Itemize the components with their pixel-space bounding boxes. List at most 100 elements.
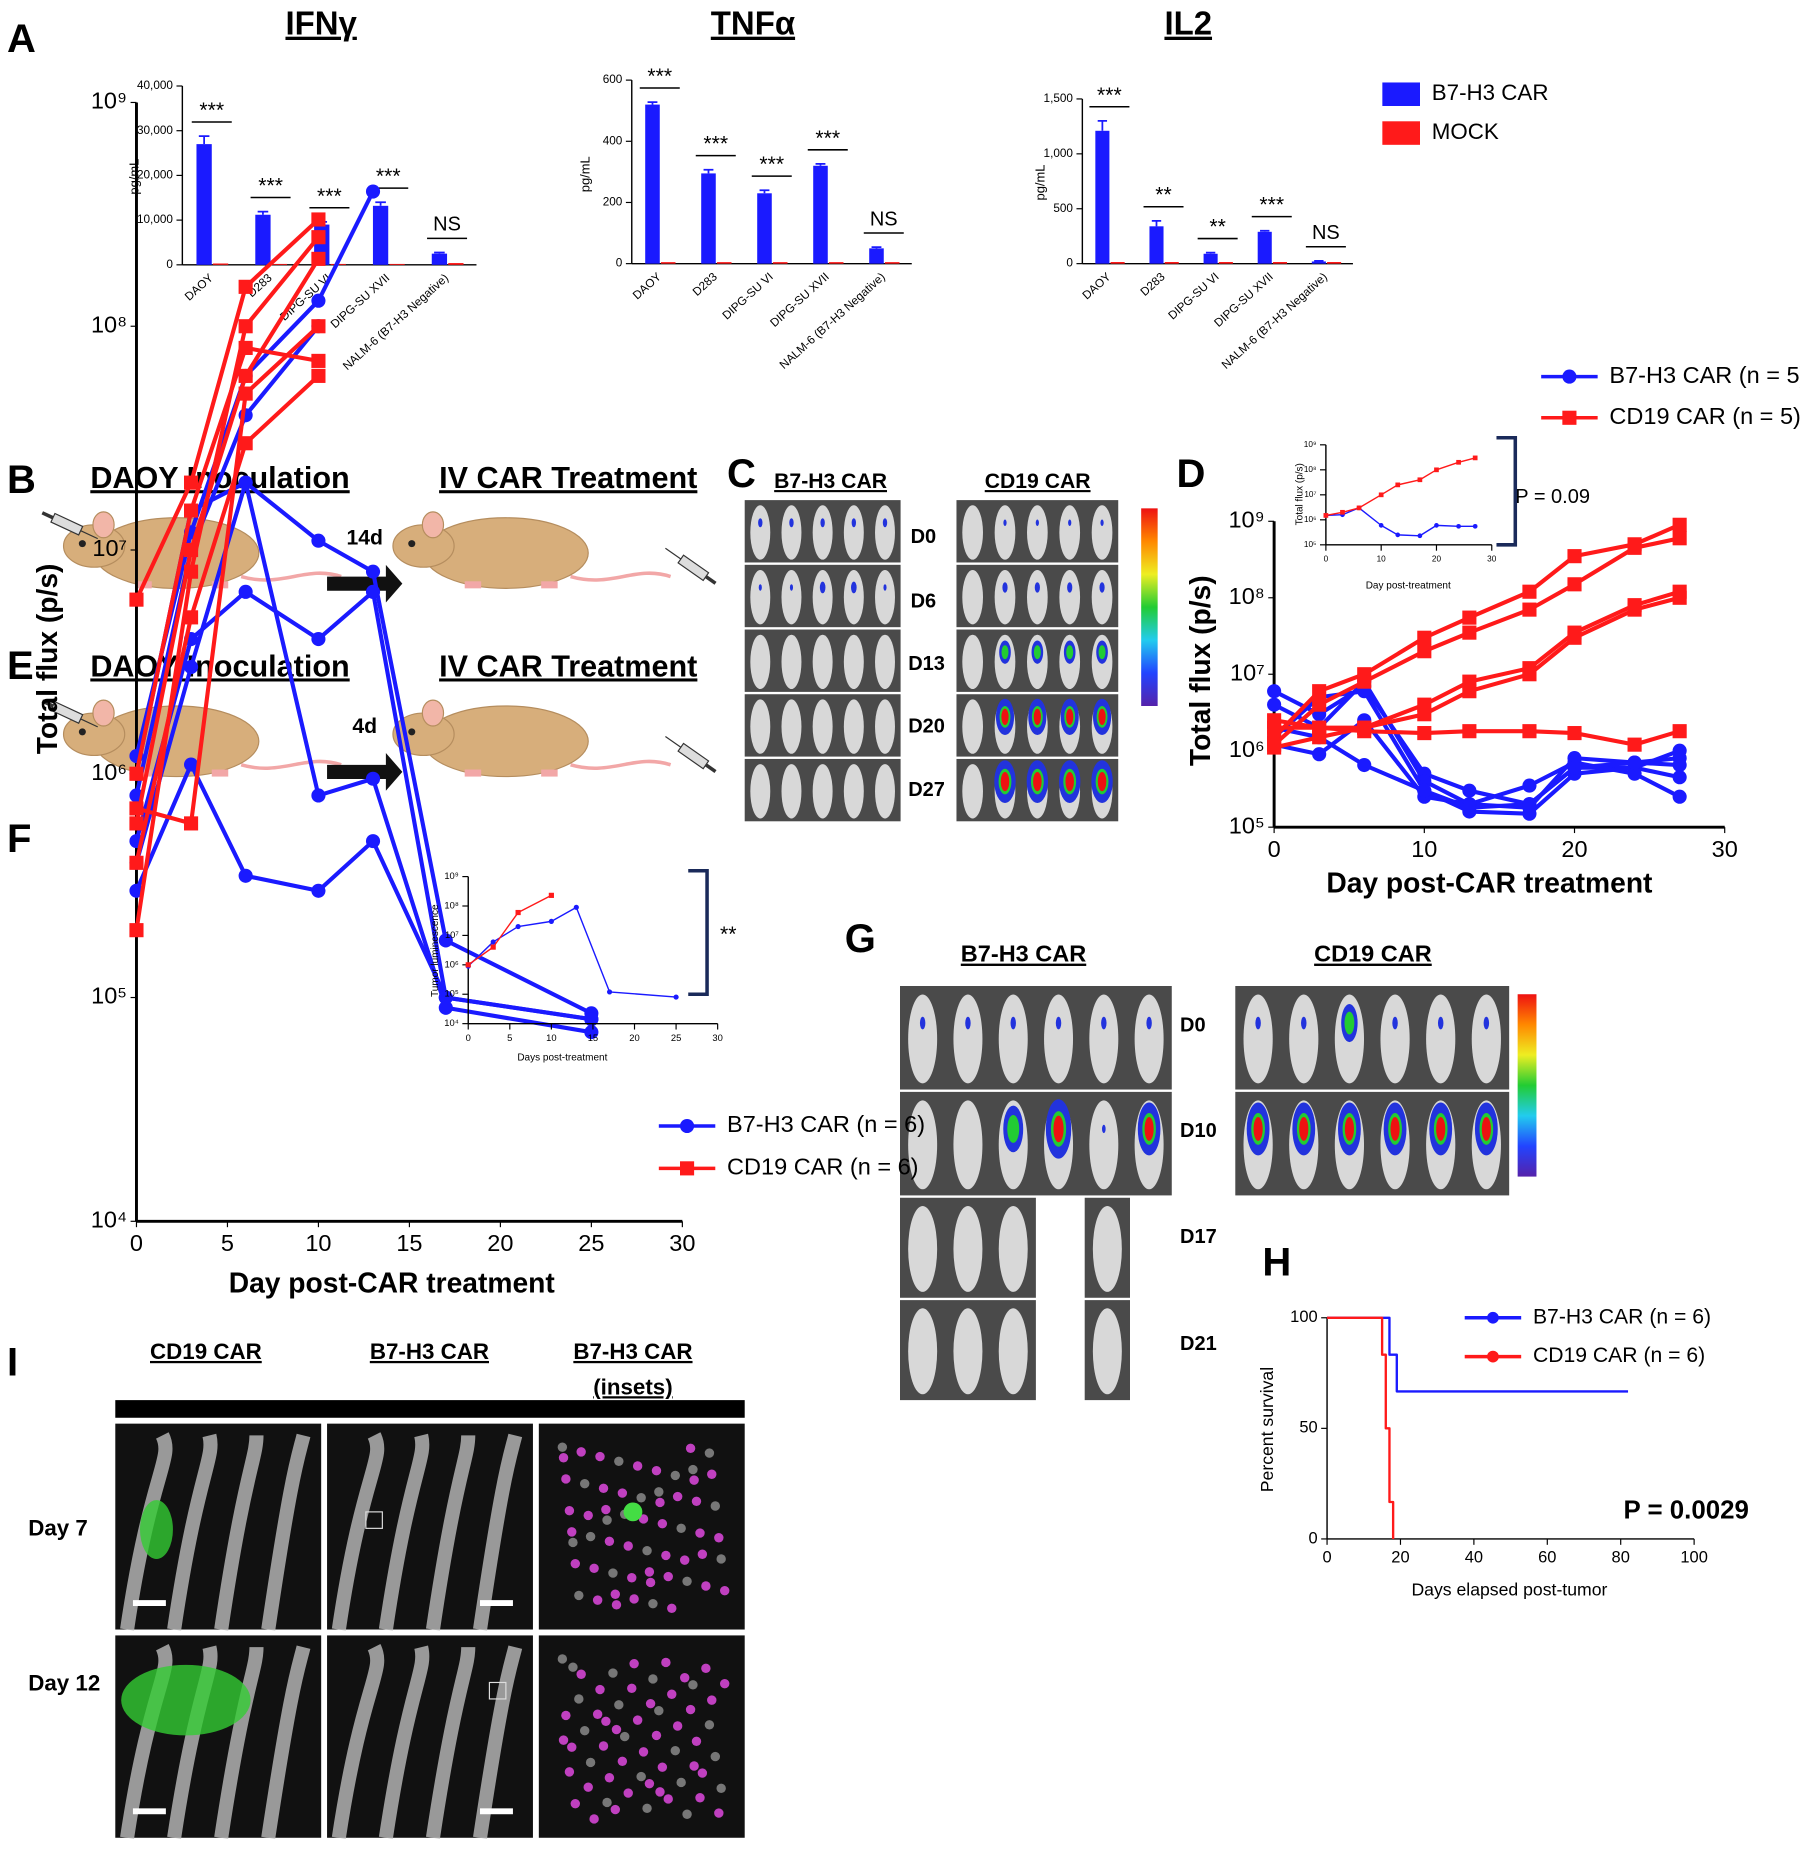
signal (1255, 1016, 1261, 1030)
error-bar (434, 251, 445, 254)
mouse-image (750, 634, 771, 690)
bar (1203, 253, 1218, 264)
x-tick-label: 0 (1324, 554, 1329, 563)
y-tick-label: 10⁴ (91, 1207, 127, 1233)
header-bar (115, 1400, 745, 1418)
marker (1417, 533, 1423, 539)
panel-label: B (7, 458, 36, 502)
y-tick-label: 400 (603, 134, 623, 147)
day-label: D0 (911, 526, 937, 548)
cell (576, 1669, 586, 1679)
significance-label: *** (703, 133, 728, 156)
marker (1672, 590, 1687, 605)
marker (311, 353, 326, 368)
mouse-image (875, 570, 895, 625)
series-line (134, 345, 319, 775)
mouse-image (843, 699, 864, 754)
series-line (1274, 589, 1681, 730)
marker (1323, 513, 1329, 518)
arrow (327, 753, 403, 791)
y-tick-label: 600 (603, 73, 623, 86)
bar (660, 262, 676, 264)
cell (598, 1483, 609, 1494)
cell (657, 1518, 668, 1529)
significance-label: ** (1209, 216, 1225, 239)
ear (92, 511, 115, 539)
signal (1033, 645, 1041, 660)
day-label: D17 (1180, 1226, 1217, 1248)
x-axis-label: Day post-CAR treatment (229, 1266, 556, 1298)
colorbar (1517, 994, 1537, 1177)
series-line (467, 894, 552, 966)
significance-label: NS (1312, 222, 1340, 244)
x-tick-label: 80 (1612, 1549, 1630, 1567)
y-tick-label: 500 (1053, 202, 1073, 215)
needle (665, 547, 682, 560)
marker (1357, 757, 1372, 773)
bar (757, 193, 772, 264)
marker (1267, 740, 1282, 755)
cell (595, 1684, 605, 1695)
column-heading: CD19 CAR (150, 1339, 262, 1364)
cell (654, 1706, 664, 1716)
signal (1033, 771, 1042, 792)
y-tick-label: 1,500 (1044, 92, 1074, 105)
x-tick-label: 0 (130, 1230, 143, 1256)
plunger (704, 575, 717, 585)
ear (421, 699, 445, 727)
y-axis-label: Total flux (p/s) (31, 564, 63, 755)
marker (238, 584, 253, 599)
tissue-fold (473, 1645, 523, 1839)
marker (311, 293, 326, 308)
y-tick-label: 200 (603, 196, 623, 209)
x-axis-label: Day post-treatment (1366, 581, 1451, 592)
mouse-image (908, 994, 938, 1084)
needle (80, 530, 98, 540)
marker (311, 212, 326, 227)
eye (408, 728, 416, 736)
bar (372, 205, 389, 265)
legend-marker (680, 1118, 695, 1134)
day-label: D10 (1180, 1120, 1217, 1142)
marker (1627, 737, 1642, 752)
signal (1437, 1016, 1444, 1030)
series-line (134, 324, 321, 796)
cell (654, 1487, 664, 1497)
marker (1522, 778, 1537, 793)
x-tick-label: 0 (1322, 1549, 1331, 1567)
marker (238, 319, 253, 334)
cell (585, 1757, 596, 1768)
signal (1436, 1117, 1446, 1141)
y-tick-label: 10⁶ (444, 958, 458, 969)
cell (627, 1573, 637, 1583)
mouse-image (994, 570, 1016, 625)
x-tick-label: 10 (305, 1230, 331, 1256)
signal (851, 518, 857, 528)
bar (255, 214, 271, 265)
x-axis-label: Days post-treatment (517, 1052, 607, 1063)
marker (129, 923, 144, 938)
x-tick-label: DIPG-SU XVII (328, 271, 392, 330)
signal (1481, 1117, 1491, 1141)
cell (655, 1787, 665, 1797)
bar (1218, 262, 1233, 264)
cell (667, 1603, 677, 1614)
x-tick-label: NALM-6 (B7-H3 Negative) (1219, 270, 1330, 371)
marker (1357, 724, 1372, 739)
cell (663, 1794, 673, 1804)
mouse-image (875, 699, 895, 754)
bar (448, 263, 464, 265)
significance-label: *** (1097, 84, 1122, 107)
error-bar (1097, 120, 1108, 131)
x-tick-label: 30 (1712, 836, 1738, 862)
cell (604, 1536, 615, 1546)
car-cell (623, 1502, 643, 1522)
marker (606, 989, 613, 995)
mouse-image (998, 1308, 1028, 1395)
mouse-image (962, 699, 983, 754)
legend-marker (1487, 1311, 1499, 1324)
mouse-image (953, 1100, 983, 1190)
y-tick-label: 50 (1299, 1419, 1317, 1437)
annotation: P = 0.0029 (1624, 1497, 1749, 1525)
signal (1010, 1016, 1016, 1030)
